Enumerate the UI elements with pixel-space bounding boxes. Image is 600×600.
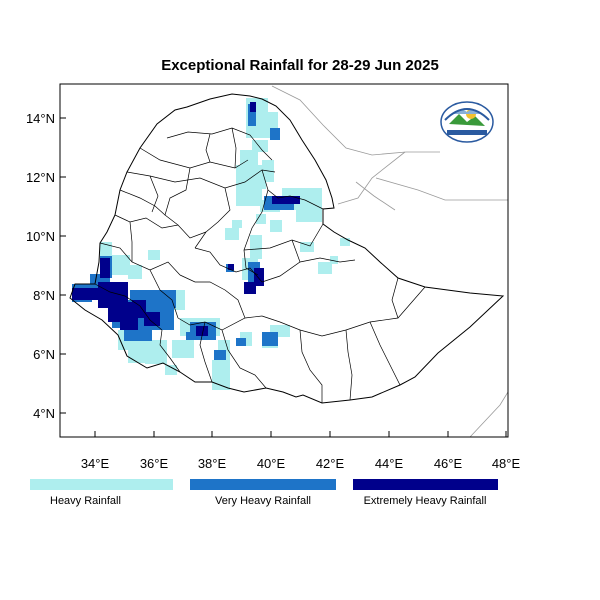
- rain-cell-very-heavy: [248, 104, 256, 126]
- rain-cell-extreme: [244, 282, 256, 294]
- rain-cell-extreme: [250, 102, 256, 112]
- legend-label-extreme: Extremely Heavy Rainfall: [363, 495, 487, 507]
- rain-cell-heavy: [270, 220, 282, 232]
- rain-cell-extreme: [196, 326, 208, 336]
- x-tick-label: 40°E: [257, 456, 286, 471]
- map-title: Exceptional Rainfall for 28-29 Jun 2025: [161, 57, 439, 74]
- rain-cell-heavy: [236, 188, 262, 206]
- legend-swatch-heavy: [30, 479, 173, 490]
- rain-cell-heavy: [108, 255, 130, 275]
- rain-cell-heavy: [300, 242, 314, 252]
- rain-cell-very-heavy: [186, 332, 198, 340]
- rain-cell-extreme: [228, 264, 234, 270]
- rain-cell-very-heavy: [214, 350, 226, 360]
- rain-cell-very-heavy: [236, 338, 246, 346]
- legend-swatch-extreme: [353, 479, 498, 490]
- y-tick-label: 4°N: [33, 406, 55, 421]
- rain-cell-extreme: [132, 300, 146, 318]
- rain-cell-heavy: [148, 250, 160, 260]
- legend-label-very-heavy: Very Heavy Rainfall: [215, 495, 311, 507]
- rain-cell-heavy: [330, 256, 338, 264]
- rain-cell-extreme: [120, 320, 138, 330]
- x-tick-label: 46°E: [434, 456, 463, 471]
- neighbor-borders: [271, 85, 508, 437]
- y-tick-label: 12°N: [26, 170, 55, 185]
- rain-cell-heavy: [128, 345, 146, 363]
- rain-cell-extreme: [272, 196, 300, 204]
- x-tick-label: 42°E: [316, 456, 345, 471]
- rain-cell-heavy: [100, 242, 112, 256]
- rain-cell-extreme: [144, 312, 160, 326]
- rain-cell-heavy: [165, 365, 177, 375]
- weather-logo-icon: [440, 101, 494, 143]
- y-tick-label: 8°N: [33, 288, 55, 303]
- y-tick-label: 10°N: [26, 229, 55, 244]
- rain-cell-extreme: [100, 258, 110, 278]
- x-tick-label: 36°E: [140, 456, 169, 471]
- y-tick-label: 6°N: [33, 347, 55, 362]
- rain-cell-very-heavy: [158, 300, 174, 312]
- rain-cell-extreme: [254, 268, 264, 286]
- x-tick-label: 34°E: [81, 456, 110, 471]
- zone-boundaries: [94, 127, 426, 403]
- rain-cell-heavy: [296, 210, 322, 222]
- rain-cell-very-heavy: [270, 128, 280, 140]
- x-tick-label: 48°E: [492, 456, 521, 471]
- x-tick-label: 44°E: [375, 456, 404, 471]
- rain-cell-heavy: [250, 235, 262, 259]
- rain-cell-heavy: [340, 238, 350, 246]
- x-tick-label: 38°E: [198, 456, 227, 471]
- rain-cell-heavy: [212, 360, 230, 390]
- rain-cell-heavy: [172, 340, 194, 358]
- legend-label-heavy: Heavy Rainfall: [50, 495, 121, 507]
- rain-cell-extreme: [108, 302, 138, 322]
- legend-swatch-very-heavy: [190, 479, 336, 490]
- rain-cell-heavy: [236, 165, 266, 189]
- rain-cell-heavy: [318, 262, 332, 274]
- rain-cell-very-heavy: [262, 332, 278, 346]
- rain-cell-heavy: [145, 340, 167, 364]
- y-tick-label: 14°N: [26, 111, 55, 126]
- rain-cell-heavy: [128, 265, 142, 279]
- rain-cell-heavy: [256, 214, 266, 224]
- rain-cell-extreme: [72, 288, 100, 300]
- plot-frame: [59, 83, 509, 438]
- x-axis-ticks: 34°E 36°E 38°E 40°E 42°E 44°E 46°E 48°E: [81, 431, 521, 471]
- rainfall-cells: [72, 98, 350, 390]
- rain-cell-heavy: [252, 140, 268, 152]
- y-axis-ticks: 4°N 6°N 8°N 10°N 12°N 14°N: [26, 111, 66, 421]
- rain-cell-heavy: [232, 220, 242, 228]
- rain-cell-heavy: [225, 228, 239, 240]
